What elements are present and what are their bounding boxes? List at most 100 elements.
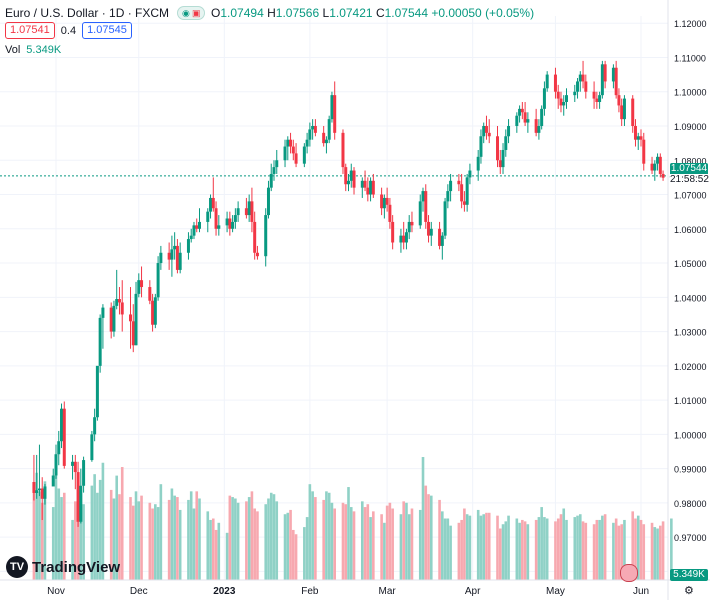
candle-body <box>479 136 483 157</box>
volume-bar <box>543 517 546 580</box>
volume-bar <box>129 497 132 580</box>
settings-icon[interactable]: ⚙ <box>684 585 694 597</box>
candle-body <box>82 460 86 486</box>
volume-bar <box>283 514 287 580</box>
volume-bar <box>344 504 348 580</box>
volume-bar <box>272 494 276 580</box>
candle-body <box>592 91 596 99</box>
chart-grid <box>0 16 668 580</box>
volume-bar <box>206 511 210 580</box>
y-tick-label: 1.09000 <box>674 122 707 132</box>
volume-bar <box>93 474 96 580</box>
candle-body <box>620 105 624 120</box>
candle-body <box>289 139 293 147</box>
volume-bar <box>601 515 604 580</box>
candle-body <box>101 307 105 318</box>
volume-bar <box>366 504 370 580</box>
volume-bar <box>523 521 527 580</box>
y-tick-label: 1.11000 <box>674 53 706 63</box>
candle-body <box>214 208 218 229</box>
candle-body <box>159 252 163 264</box>
candle-body <box>468 170 472 178</box>
x-tick-label: Feb <box>301 586 319 597</box>
candle-body <box>540 108 544 126</box>
candle-body <box>429 228 433 236</box>
candle-body <box>595 98 599 103</box>
y-tick-label: 1.06000 <box>674 225 707 235</box>
candle-body <box>349 170 353 181</box>
volume-bar <box>51 507 55 580</box>
bar-countdown: 21:58:52 <box>670 174 709 185</box>
price-axis[interactable]: 1.12000 1.11000 1.10000 1.09000 1.08000 1.070… <box>667 0 707 600</box>
volume-bar <box>112 498 116 580</box>
volume-bar <box>256 511 259 580</box>
y-tick-label: 1.02000 <box>674 362 707 372</box>
x-tick-label: Apr <box>465 586 481 597</box>
volume-bar <box>314 497 317 580</box>
volume-bar <box>388 502 392 580</box>
candle-body <box>175 245 179 270</box>
change-value: +0.00050 (+0.05%) <box>431 6 535 20</box>
candle-body <box>518 108 522 116</box>
volume-bar <box>245 501 248 580</box>
economic-event-icon[interactable] <box>620 564 638 582</box>
volume-bar <box>170 488 174 580</box>
volume-bar <box>154 504 157 580</box>
volume-bar <box>573 517 577 580</box>
candle-body <box>653 163 657 171</box>
candle-body <box>173 245 177 250</box>
candle-body <box>54 454 58 476</box>
volume-bar <box>407 514 411 580</box>
candle-body <box>186 239 190 253</box>
candle-body <box>140 280 144 288</box>
candle-body <box>35 490 39 493</box>
candle-body <box>611 67 615 82</box>
candle-body <box>576 81 580 92</box>
volume-bar <box>380 514 383 580</box>
candle-body <box>51 475 55 487</box>
volume-bar <box>592 524 596 580</box>
volume-bar <box>537 517 541 580</box>
sell-button[interactable]: 1.07541 <box>5 22 55 39</box>
candle-body <box>302 146 306 164</box>
buy-button[interactable]: 1.07545 <box>82 22 132 39</box>
current-price-tag: 1.07544 21:58:52 <box>670 163 709 185</box>
y-tick-label: 1.01000 <box>674 396 707 406</box>
candle-body <box>247 201 251 216</box>
candle-body <box>402 235 406 243</box>
candle-body <box>366 187 370 195</box>
volume-bar <box>496 515 499 580</box>
candle-body <box>633 125 637 140</box>
candle-body <box>71 461 75 466</box>
volume-bar <box>636 515 640 580</box>
volume-bar <box>267 498 270 580</box>
candle-body <box>37 488 41 491</box>
volume-bar <box>656 528 659 580</box>
symbol-title[interactable]: Euro / U.S. Dollar · 1D · FXCM <box>5 6 170 20</box>
chart-header: Euro / U.S. Dollar · 1D · FXCM ◉ ▣ O1.07… <box>5 6 534 20</box>
y-tick-label: 1.05000 <box>674 259 707 269</box>
volume-bar <box>487 512 491 580</box>
volume-bar <box>449 525 452 580</box>
candle-body <box>559 98 563 106</box>
candle-body <box>330 95 334 120</box>
candle-body <box>283 146 287 161</box>
candle-body <box>443 201 447 236</box>
volume-bar <box>40 502 44 580</box>
volume-bar <box>620 524 623 580</box>
candle-body <box>57 441 61 455</box>
volume-bar <box>443 518 447 580</box>
time-axis[interactable]: Nov Dec 2023 Feb Mar Apr May Jun <box>0 579 710 597</box>
candle-body <box>197 221 201 229</box>
volume-bar <box>35 472 38 580</box>
volume-bar <box>360 501 364 580</box>
volume-bar <box>311 491 314 580</box>
candle-body <box>134 293 138 346</box>
visibility-toggle[interactable]: ◉ ▣ <box>177 6 206 20</box>
volume-bar <box>231 497 234 580</box>
y-tick-label: 1.12000 <box>674 19 707 29</box>
candle-body <box>236 208 240 216</box>
candle-body <box>327 119 331 140</box>
volume-bar <box>57 488 61 580</box>
